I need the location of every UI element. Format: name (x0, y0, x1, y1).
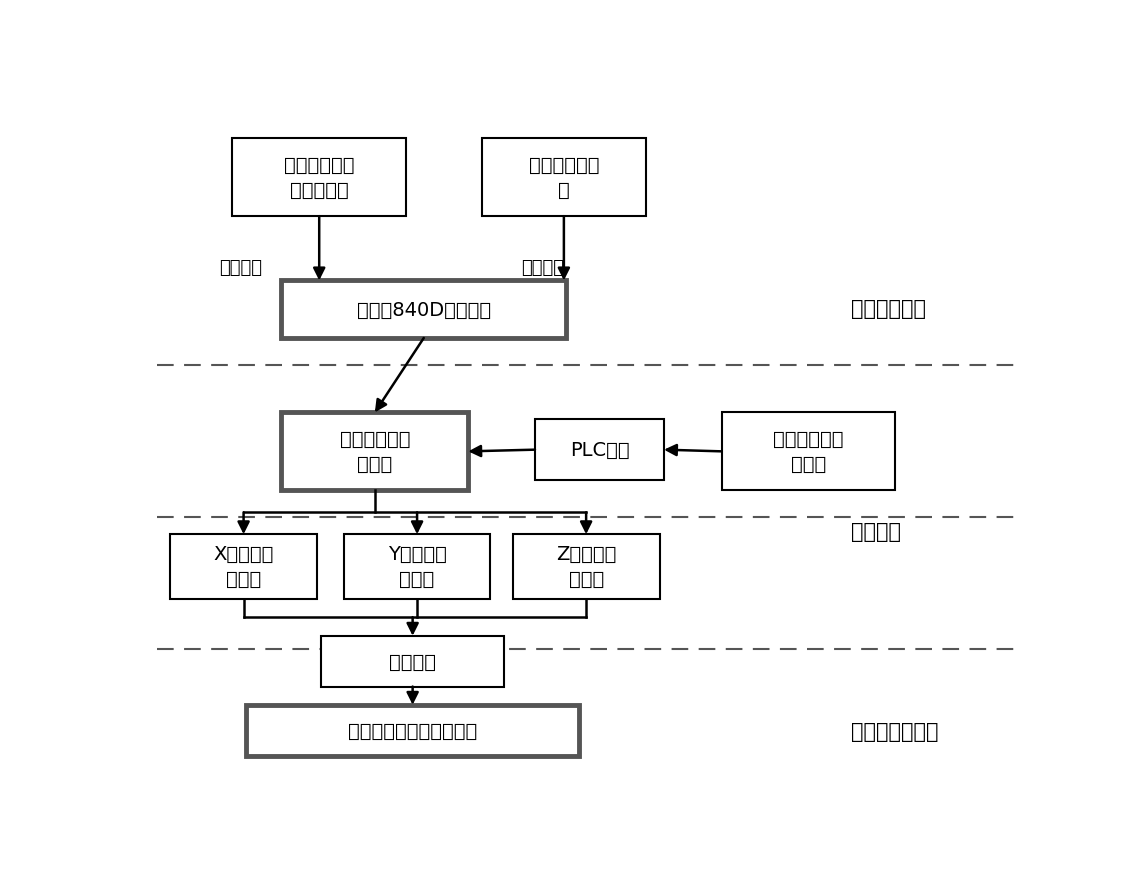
Text: Y向热误差
补偿值: Y向热误差 补偿值 (388, 544, 447, 589)
FancyBboxPatch shape (321, 636, 504, 687)
FancyBboxPatch shape (281, 413, 468, 491)
Text: 原点平移: 原点平移 (389, 652, 436, 671)
FancyBboxPatch shape (343, 535, 490, 599)
Text: 位置信号: 位置信号 (521, 259, 565, 277)
Text: PLC编程: PLC编程 (569, 441, 629, 460)
Text: 进给系统光栅
尺: 进给系统光栅 尺 (528, 156, 599, 200)
Text: 热误差补偿功
能模块: 热误差补偿功 能模块 (340, 430, 410, 474)
FancyBboxPatch shape (535, 420, 664, 480)
Text: 信号实时采集: 信号实时采集 (851, 299, 925, 318)
FancyBboxPatch shape (281, 281, 566, 339)
Text: 数据处理: 数据处理 (851, 522, 901, 541)
Text: 进给系统热误差动态补偿: 进给系统热误差动态补偿 (348, 721, 478, 740)
FancyBboxPatch shape (232, 140, 406, 217)
FancyBboxPatch shape (246, 705, 580, 756)
FancyBboxPatch shape (170, 535, 317, 599)
FancyBboxPatch shape (482, 140, 646, 217)
Text: 西门子840D数控系统: 西门子840D数控系统 (357, 300, 491, 320)
FancyBboxPatch shape (513, 535, 659, 599)
Text: X向热误差
补偿值: X向热误差 补偿值 (214, 544, 273, 589)
Text: Z向热误差
补偿值: Z向热误差 补偿值 (556, 544, 616, 589)
Text: 热误差动态补偿: 热误差动态补偿 (851, 721, 938, 741)
Text: 热误差补偿数
学模型: 热误差补偿数 学模型 (774, 430, 844, 474)
Text: 进给系统内置
温度传感器: 进给系统内置 温度传感器 (284, 156, 355, 200)
FancyBboxPatch shape (722, 413, 895, 491)
Text: 温升信号: 温升信号 (219, 259, 262, 277)
